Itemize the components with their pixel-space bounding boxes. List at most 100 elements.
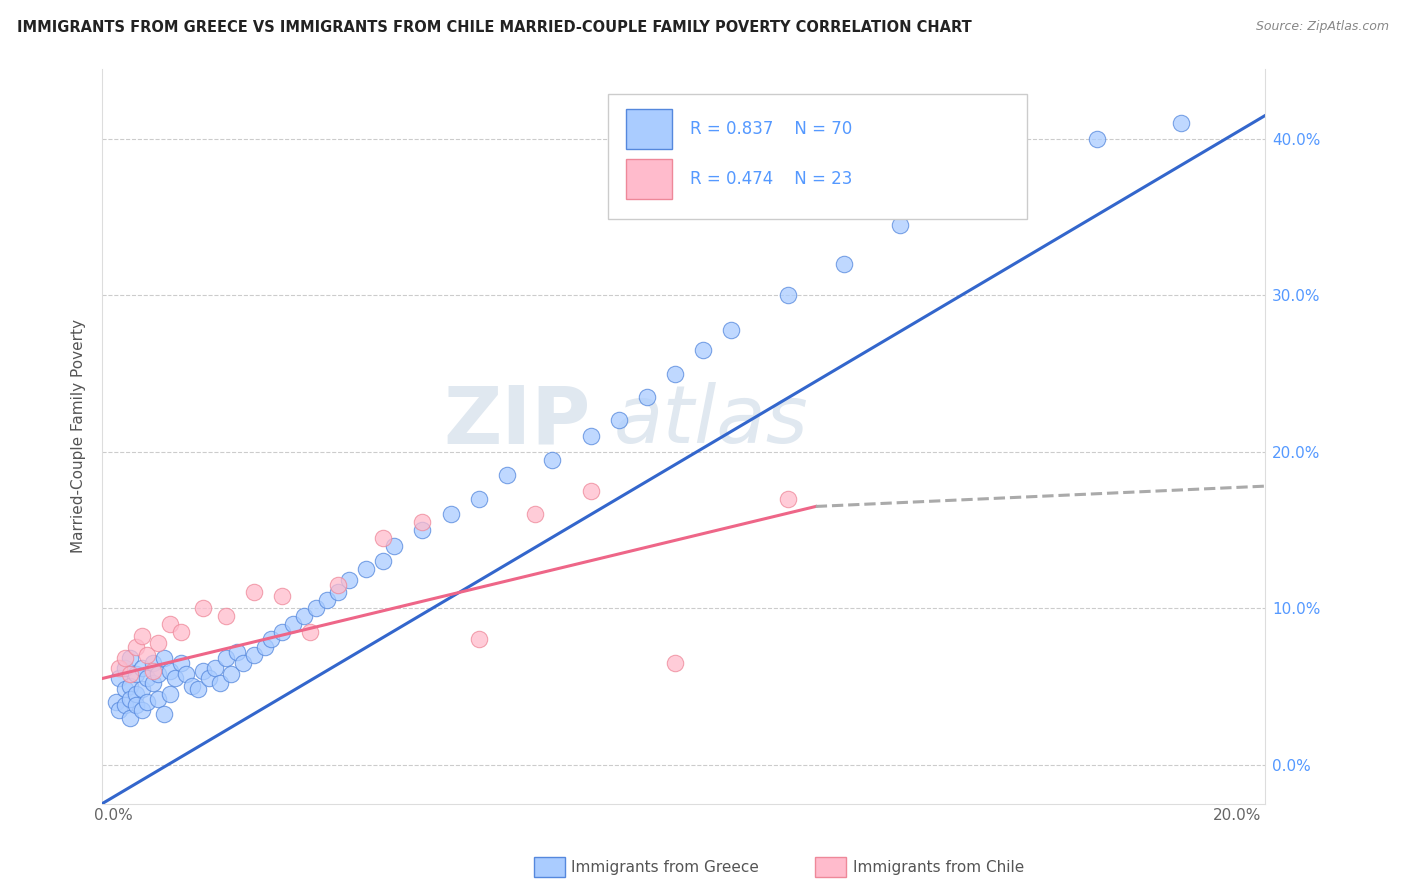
Point <box>142 676 165 690</box>
Point <box>193 601 215 615</box>
Text: ZIP: ZIP <box>443 383 591 460</box>
Point <box>305 601 328 615</box>
Point <box>159 687 181 701</box>
Text: Immigrants from Greece: Immigrants from Greece <box>571 860 759 874</box>
FancyBboxPatch shape <box>609 95 1026 219</box>
Point <box>159 616 181 631</box>
Point <box>495 468 517 483</box>
Point <box>467 632 489 647</box>
Point <box>120 651 142 665</box>
Text: R = 0.474    N = 23: R = 0.474 N = 23 <box>689 169 852 188</box>
Point <box>607 413 630 427</box>
Point <box>120 666 142 681</box>
Point <box>271 624 294 639</box>
Point <box>540 452 562 467</box>
Point <box>579 429 602 443</box>
Point <box>1001 163 1024 178</box>
Point <box>148 666 170 681</box>
Point <box>339 573 361 587</box>
Point <box>131 629 153 643</box>
Point <box>692 343 714 357</box>
Point <box>226 645 249 659</box>
Text: Source: ZipAtlas.com: Source: ZipAtlas.com <box>1256 20 1389 33</box>
Point <box>193 664 215 678</box>
Point <box>187 682 209 697</box>
Point <box>232 656 254 670</box>
Point <box>108 660 131 674</box>
Point <box>142 656 165 670</box>
Point <box>373 531 395 545</box>
Point <box>170 656 193 670</box>
Point <box>467 491 489 506</box>
Point <box>664 656 686 670</box>
Point <box>254 640 277 655</box>
Point <box>108 703 131 717</box>
Point <box>382 539 405 553</box>
Point <box>148 691 170 706</box>
Point <box>221 666 243 681</box>
Point <box>165 672 187 686</box>
Point <box>215 609 238 624</box>
Point <box>439 508 461 522</box>
FancyBboxPatch shape <box>626 159 672 200</box>
Point <box>136 695 159 709</box>
Point <box>131 682 153 697</box>
Point <box>283 616 305 631</box>
Point <box>125 687 148 701</box>
Point <box>153 707 176 722</box>
Point <box>148 635 170 649</box>
Point <box>243 648 266 662</box>
Point <box>136 672 159 686</box>
Text: R = 0.837    N = 70: R = 0.837 N = 70 <box>689 120 852 137</box>
Point <box>1170 116 1192 130</box>
Point <box>120 679 142 693</box>
Point <box>664 367 686 381</box>
Point <box>328 585 350 599</box>
Point <box>832 257 855 271</box>
Point <box>108 672 131 686</box>
Text: Immigrants from Chile: Immigrants from Chile <box>853 860 1025 874</box>
Point <box>176 666 198 681</box>
Point <box>120 710 142 724</box>
Point <box>260 632 283 647</box>
Point <box>198 672 221 686</box>
Point <box>142 664 165 678</box>
Text: atlas: atlas <box>614 383 808 460</box>
Point <box>411 523 433 537</box>
Point <box>889 218 911 232</box>
Point <box>131 660 153 674</box>
Point <box>271 589 294 603</box>
Point <box>181 679 204 693</box>
Point <box>1085 132 1108 146</box>
Point <box>125 640 148 655</box>
Point <box>105 695 128 709</box>
Point <box>209 676 232 690</box>
Point <box>125 666 148 681</box>
Point <box>114 651 136 665</box>
Point <box>131 703 153 717</box>
Point <box>299 624 322 639</box>
FancyBboxPatch shape <box>626 109 672 149</box>
Point <box>114 660 136 674</box>
Point <box>945 194 967 209</box>
Point <box>136 648 159 662</box>
Point <box>215 651 238 665</box>
Point <box>720 323 742 337</box>
Point <box>316 593 339 607</box>
Point <box>523 508 546 522</box>
Point <box>170 624 193 639</box>
Point <box>114 682 136 697</box>
Point <box>125 698 148 712</box>
Y-axis label: Married-Couple Family Poverty: Married-Couple Family Poverty <box>72 319 86 553</box>
Point <box>204 660 226 674</box>
Point <box>120 691 142 706</box>
Point <box>294 609 316 624</box>
Point <box>636 390 658 404</box>
Point <box>579 483 602 498</box>
Point <box>411 515 433 529</box>
Point <box>776 491 799 506</box>
Point <box>159 664 181 678</box>
Text: IMMIGRANTS FROM GREECE VS IMMIGRANTS FROM CHILE MARRIED-COUPLE FAMILY POVERTY CO: IMMIGRANTS FROM GREECE VS IMMIGRANTS FRO… <box>17 20 972 35</box>
Point <box>356 562 378 576</box>
Point <box>114 698 136 712</box>
